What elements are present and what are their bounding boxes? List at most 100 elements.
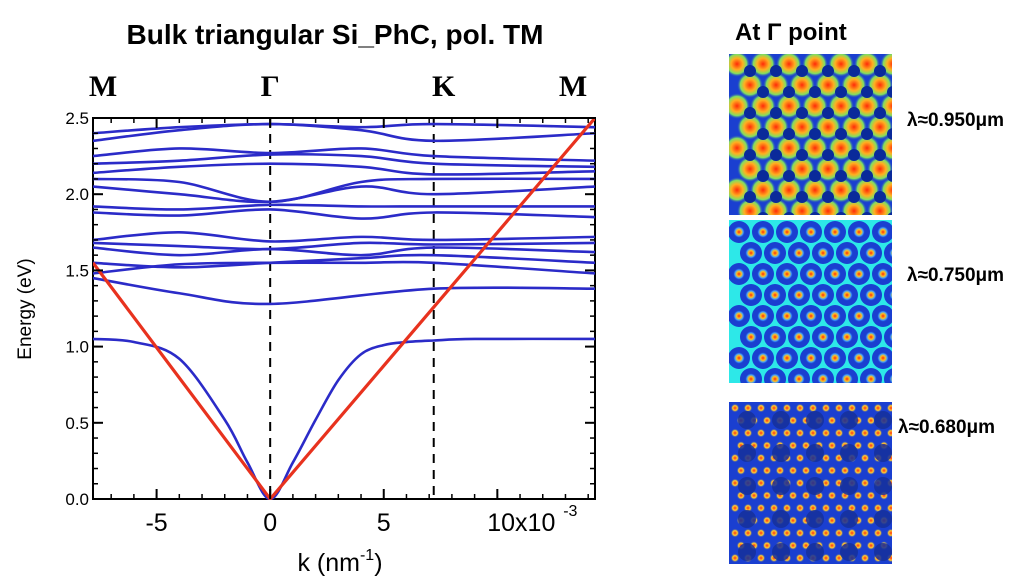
field-dark-spot (913, 212, 925, 224)
field-spot (802, 177, 828, 203)
field-spot (762, 491, 772, 500)
field-dark-spot (840, 477, 858, 495)
field-spot (828, 54, 854, 77)
field-spot (743, 428, 753, 438)
field-spot (865, 289, 877, 301)
field-spot (834, 403, 844, 413)
field-dark-spot (809, 86, 821, 98)
x-tick-label: -5 (145, 509, 167, 537)
field-dark-spot (772, 477, 790, 495)
field-dark-spot (757, 128, 769, 140)
field-spot (775, 466, 785, 475)
field-dark-spot (835, 86, 847, 98)
band-1 (93, 337, 595, 501)
field-spot (756, 553, 766, 563)
field-dark-spot (796, 191, 808, 203)
field-spot (879, 466, 889, 475)
field-spot (801, 466, 811, 475)
field-spot (730, 553, 740, 563)
field-spot (781, 268, 793, 280)
field-spot (762, 516, 772, 525)
field-spot (893, 491, 902, 500)
field-spot (893, 541, 902, 550)
field-spot (814, 466, 824, 475)
symmetry-label-Γ: Γ (261, 70, 280, 103)
field-spot (854, 93, 880, 119)
mode-label-3: λ≈0.680μm (898, 417, 995, 438)
field-dark-spot (835, 128, 847, 140)
field-spot (736, 466, 746, 475)
field-spot (756, 453, 766, 463)
field-spot (781, 352, 793, 364)
y-tick-label: 1.5 (65, 261, 89, 280)
field-spot (827, 491, 837, 500)
field-spot (737, 198, 763, 215)
field-spot (793, 331, 805, 343)
field-dark-spot (783, 170, 795, 182)
field-spot (840, 466, 850, 475)
y-axis-label: Energy (eV) (15, 258, 36, 359)
field-spot (757, 352, 769, 364)
field-spot (756, 403, 766, 413)
field-spot (733, 310, 745, 322)
y-tick-label: 0.5 (65, 414, 89, 433)
field-dark-spot (783, 212, 795, 215)
band-5 (93, 246, 595, 257)
field-spot (763, 114, 789, 140)
field-dark-spot (900, 149, 912, 161)
field-spot (805, 268, 817, 280)
field-spot (866, 491, 876, 500)
field-spot (886, 428, 892, 438)
field-spot (788, 466, 798, 475)
field-dark-spot (738, 510, 756, 528)
field-spot (877, 268, 889, 280)
side-panel-title: At Γ point (735, 19, 847, 46)
field-spot (821, 428, 831, 438)
field-spot (730, 403, 740, 413)
field-spot (829, 268, 841, 280)
field-dark-spot (840, 411, 858, 429)
field-spot (743, 528, 753, 538)
y-tick-label: 2.5 (65, 109, 89, 128)
y-tick-label: 2.0 (65, 185, 89, 204)
field-spot (801, 491, 811, 500)
field-spot (795, 528, 805, 538)
field-spot (745, 373, 757, 383)
field-dark-spot (861, 212, 873, 215)
field-dark-spot (835, 170, 847, 182)
field-spot (788, 516, 798, 525)
field-dark-spot (806, 477, 824, 495)
field-spot (776, 177, 802, 203)
x-tick-labels: -5 0 5 10x10 -3 (145, 503, 577, 537)
field-spot (829, 352, 841, 364)
field-spot (788, 491, 798, 500)
field-spot (730, 428, 740, 438)
band-11 (93, 177, 595, 204)
field-spot (853, 226, 865, 238)
field-spot (817, 247, 829, 259)
mode-panel-3: λ≈0.680μm (729, 402, 995, 564)
field-spot (893, 156, 919, 182)
field-dark-spot (738, 543, 756, 561)
field-spot (866, 441, 876, 450)
symmetry-label-K: K (432, 70, 456, 103)
field-spot (757, 268, 769, 280)
field-spot (893, 466, 902, 475)
field-spot (877, 226, 889, 238)
field-spot (733, 226, 745, 238)
field-spot (750, 93, 776, 119)
field-spot (802, 93, 828, 119)
field-dark-spot (822, 65, 834, 77)
field-dark-spot (738, 444, 756, 462)
band-13 (93, 152, 595, 169)
x-tick-exponent: -3 (563, 503, 577, 520)
field-spot (788, 441, 798, 450)
x-axis-label-area (84, 500, 614, 579)
field-spot (841, 373, 853, 383)
field-spot (781, 310, 793, 322)
field-spot (854, 135, 880, 161)
y-tick-label: 0.0 (65, 490, 89, 509)
field-dark-spot (806, 510, 824, 528)
plot-area (93, 116, 595, 501)
field-spot (769, 247, 781, 259)
